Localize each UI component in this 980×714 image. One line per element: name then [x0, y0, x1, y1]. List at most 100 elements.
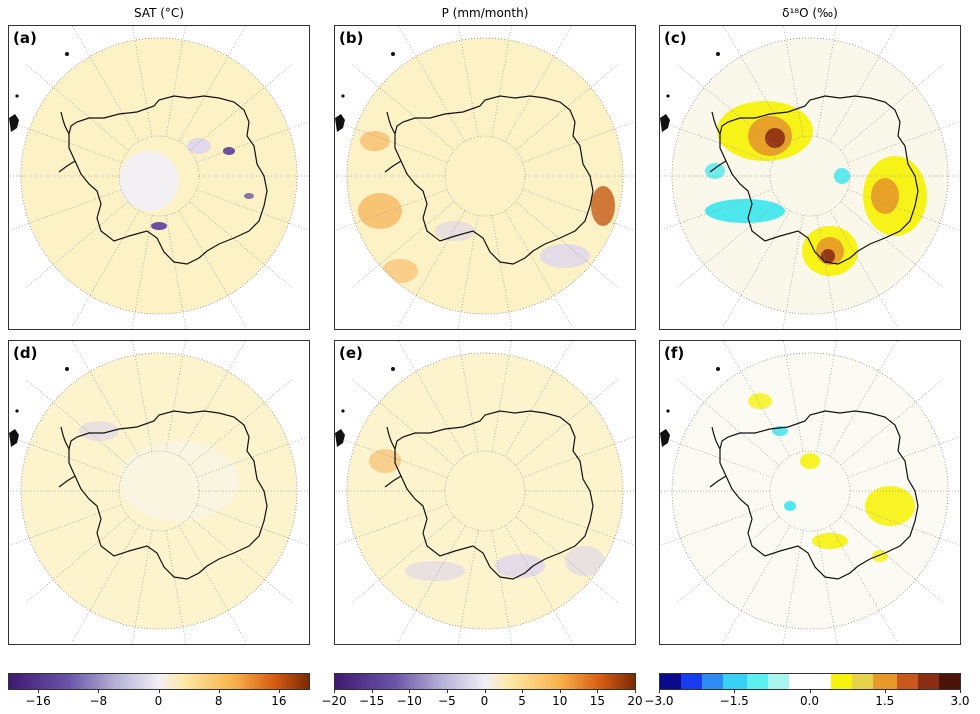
island-marker: [15, 94, 19, 98]
map-boundary-circle: [346, 352, 624, 630]
map-svg: [660, 26, 960, 329]
map-panel-f: (f): [659, 340, 961, 645]
colorbar-tick-label: −3.0: [644, 694, 674, 708]
panel-label-f: (f): [664, 344, 685, 362]
colorbar-tick-label: −16: [25, 694, 51, 708]
colorbar-tick-label: −1.5: [719, 694, 749, 708]
colorbar-tick-label: 15: [589, 694, 606, 708]
panel-label-a: (a): [13, 29, 37, 47]
island-marker: [716, 52, 720, 56]
south-america-tip: [9, 114, 19, 132]
colorbar-tick-label: −20: [321, 694, 347, 708]
panel-label-e: (e): [339, 344, 363, 362]
anomaly-blob: [187, 138, 211, 154]
panel-label-d: (d): [13, 344, 38, 362]
anomaly-blob: [865, 486, 915, 526]
colorbar-tick: [334, 689, 335, 693]
colorbar-tick: [960, 689, 961, 693]
island-marker: [666, 94, 670, 98]
column-title-d18o: δ¹⁸O (‰): [782, 6, 838, 20]
panel-label-c: (c): [664, 29, 687, 47]
anomaly-blob: [435, 221, 475, 241]
colorbar-tick: [884, 689, 886, 693]
antarctica-coastline: [719, 410, 919, 580]
anomaly-blob: [834, 168, 850, 184]
anomaly-blob: [119, 151, 179, 211]
map-svg: [660, 341, 960, 644]
map-boundary-circle: [671, 352, 949, 630]
column-title-precip: P (mm/month): [441, 6, 529, 20]
colorbar-tick: [38, 689, 40, 693]
anomaly-blob: [369, 449, 401, 473]
panel-label-b: (b): [339, 29, 364, 47]
colorbar-tick: [559, 689, 561, 693]
anomaly-blob: [591, 186, 615, 226]
colorbar-tick-label: −10: [396, 694, 422, 708]
south-america-tip: [660, 429, 670, 447]
anomaly-blob: [244, 193, 254, 199]
map-panel-a: (a): [8, 25, 310, 330]
colorbar-tick: [635, 689, 636, 693]
field-background: [672, 353, 948, 629]
colorbar-tick: [158, 689, 160, 693]
island-marker: [341, 94, 345, 98]
colorbar-tick-label: 10: [552, 694, 568, 708]
south-america-tip: [335, 429, 345, 447]
colorbar-tick-label: 20: [627, 694, 643, 708]
island-marker: [391, 52, 395, 56]
antarctic-peninsula: [58, 426, 76, 488]
map-panel-b: (b): [334, 25, 636, 330]
map-svg: [335, 26, 635, 329]
anomaly-blob: [358, 193, 402, 229]
colorbar-tick: [371, 689, 373, 693]
anomaly-blob: [360, 131, 390, 151]
colorbar-tick: [522, 689, 524, 693]
map-svg: [9, 341, 309, 644]
island-marker: [65, 52, 69, 56]
south-america-tip: [335, 114, 345, 132]
colorbar-tick-label: 1.5: [875, 694, 895, 708]
anomaly-blob: [540, 244, 590, 268]
antarctica-coastline: [394, 410, 594, 580]
colorbar-tick-label: −5: [438, 694, 456, 708]
colorbar-sat: [8, 673, 310, 690]
south-america-tip: [9, 429, 19, 447]
island-marker: [716, 367, 720, 371]
map-svg: [335, 341, 635, 644]
colorbar-tick: [278, 689, 280, 693]
anomaly-blob: [748, 393, 772, 409]
anomaly-blob: [495, 554, 545, 578]
anomaly-blob: [151, 222, 167, 230]
colorbar-precip: [334, 673, 636, 690]
anomaly-blob: [821, 249, 835, 263]
map-boundary-circle: [20, 37, 298, 315]
anomaly-blob: [119, 441, 239, 521]
map-panel-e: (e): [334, 340, 636, 645]
colorbar-tick-label: 16: [271, 694, 287, 708]
colorbar-tick: [98, 689, 100, 693]
anomaly-blob: [800, 453, 820, 469]
map-boundary-circle: [20, 352, 298, 630]
island-marker: [65, 367, 69, 371]
map-boundary-circle: [671, 37, 949, 315]
island-marker: [15, 409, 19, 413]
antarctica-coastline: [68, 95, 268, 265]
column-title-sat: SAT (°C): [133, 6, 184, 20]
colorbar-tick: [734, 689, 736, 693]
anomaly-blob: [812, 533, 848, 549]
antarctic-peninsula: [384, 426, 402, 488]
colorbar-tick: [597, 689, 599, 693]
anomaly-blob: [765, 128, 785, 148]
antarctica-coastline: [68, 410, 268, 580]
island-marker: [391, 367, 395, 371]
colorbar-tick: [484, 689, 486, 693]
colorbar-tick-label: −15: [358, 694, 385, 708]
anomaly-blob: [705, 163, 725, 179]
antarctic-peninsula: [709, 111, 727, 173]
field-background: [347, 38, 623, 314]
anomaly-blob: [405, 561, 465, 581]
colorbar-tick-label: 8: [214, 694, 223, 708]
map-panel-c: (c): [659, 25, 961, 330]
colorbar-tick-label: 3.0: [950, 694, 970, 708]
colorbar-tick-label: 0: [480, 694, 489, 708]
